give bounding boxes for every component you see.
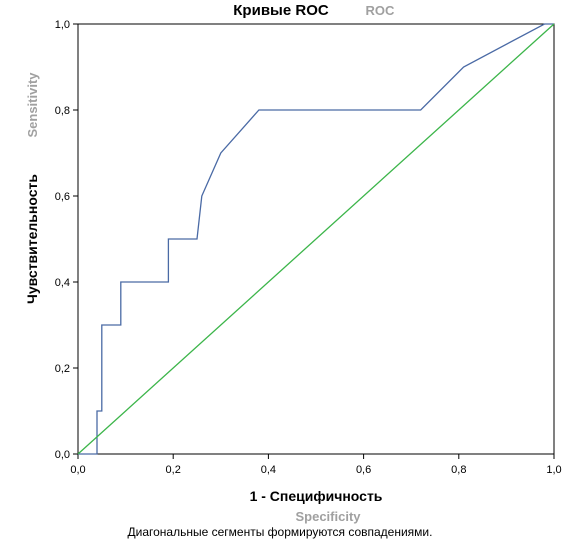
- y-tick-label: 0,6: [55, 191, 70, 203]
- x-axis-label-secondary: Specificity: [295, 509, 361, 524]
- x-tick-label: 0,4: [261, 464, 276, 476]
- reference-diagonal-line: [77, 23, 555, 455]
- y-tick-label: 0,8: [55, 105, 70, 117]
- y-tick-label: 1,0: [55, 19, 70, 31]
- y-tick-label: 0,0: [55, 449, 70, 461]
- x-axis-label: 1 - Специфичность: [250, 488, 383, 504]
- x-tick-label: 0,6: [356, 464, 371, 476]
- chart-subtitle: ROC: [366, 3, 396, 18]
- x-tick-label: 0,0: [70, 464, 85, 476]
- plot-area-frame: [77, 23, 555, 455]
- x-tick-label: 1,0: [546, 464, 561, 476]
- y-axis-label-secondary: Sensitivity: [25, 72, 40, 138]
- y-axis-label: Чувствительность: [24, 174, 40, 304]
- roc-curve-line: [78, 23, 554, 455]
- y-tick-label: 0,4: [55, 277, 70, 289]
- chart-footnote: Диагональные сегменты формируются совпад…: [128, 525, 433, 539]
- y-tick-label: 0,2: [55, 363, 70, 375]
- x-tick-label: 0,2: [166, 464, 181, 476]
- chart-title: Кривые ROC: [233, 2, 329, 19]
- x-tick-label: 0,8: [451, 464, 466, 476]
